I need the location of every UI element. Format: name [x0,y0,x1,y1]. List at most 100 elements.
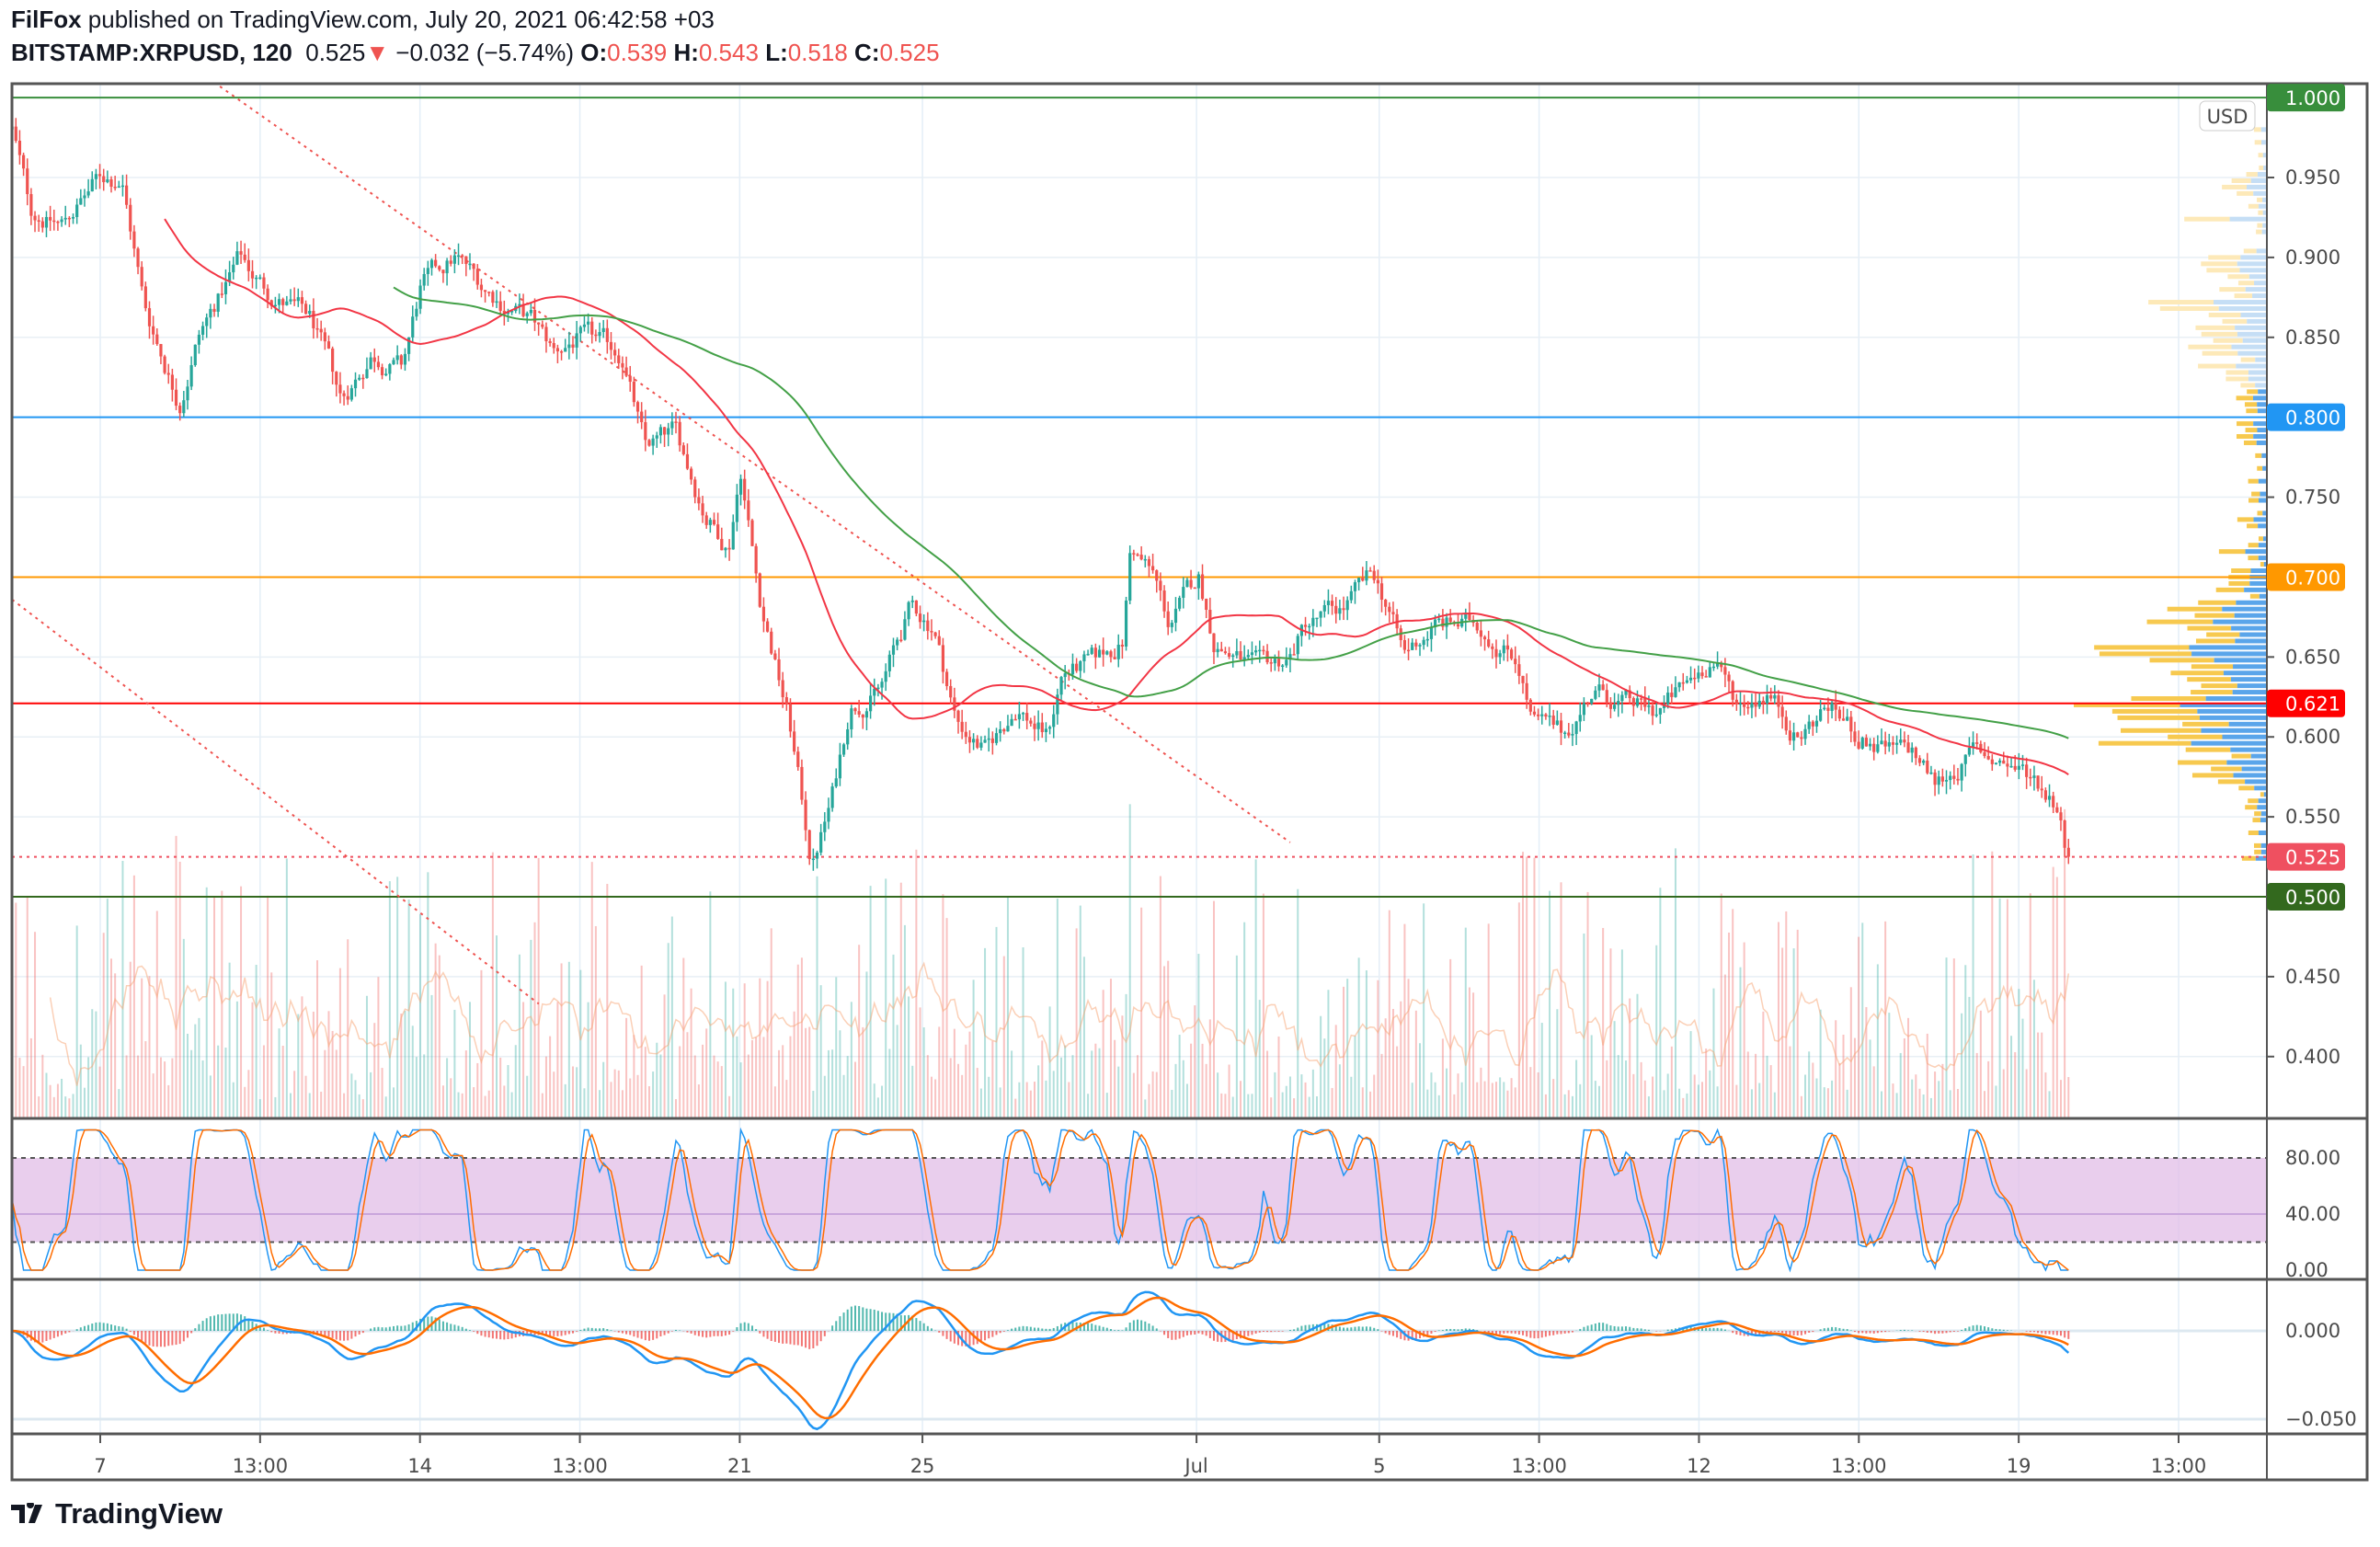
macd-histogram-bar [251,1321,254,1331]
candle-body [544,327,548,342]
candle-body [1288,654,1292,660]
candle-body [1910,747,1914,753]
candle-body [449,260,452,264]
candle-body [635,402,640,412]
volume-bar [377,977,380,1118]
candle-body [1658,707,1662,715]
volume-profile-up-bar [2237,281,2255,286]
volume-bar [1384,1018,1387,1118]
candle [1464,608,1468,632]
price-axis-label: 0.750 [2285,487,2340,509]
volume-profile-down-bar [2231,344,2267,350]
candle-body [960,721,964,732]
candle-body [1494,648,1498,658]
candle-body [1150,566,1155,571]
macd-histogram-bar [1590,1324,1593,1331]
volume-profile-down-bar [2255,855,2267,861]
candle-body [758,573,761,607]
candle [326,335,331,350]
candle [586,313,590,334]
candle-body [1628,690,1631,699]
candle-body [811,858,815,861]
volume-profile-up-bar [2167,606,2223,612]
candle [1853,721,1857,747]
candle [86,178,90,199]
candle-body [14,126,17,142]
horizontal-levels [11,86,2267,1005]
candle [571,336,575,354]
candle-body [17,141,22,155]
macd-histogram-bar [991,1331,994,1337]
candle [841,742,846,758]
macd-histogram-bar [697,1331,700,1336]
volume-profile-up-bar [2252,818,2261,823]
candle [1036,710,1040,741]
volume-profile-up-bar [2208,255,2241,260]
macd-histogram-bar [438,1319,441,1331]
macd-histogram-bar [384,1327,387,1331]
volume-bar [1995,1085,1997,1118]
candle [1235,638,1239,659]
volume-bar [1872,1066,1875,1118]
tradingview-logo[interactable]: TradingView [11,1497,223,1530]
macd-histogram-bar [1918,1331,1921,1332]
candle [365,357,369,379]
volume-bar [438,955,441,1118]
volume-profile-down-bar [2258,830,2267,835]
candle [1422,636,1425,650]
candle [1029,717,1033,728]
candle [1124,596,1128,651]
candle-body [1185,579,1189,588]
candle-body [1109,651,1113,658]
candle-body [380,367,384,376]
author-name[interactable]: FilFox [11,6,82,33]
candle-body [1162,590,1166,612]
candle [1819,699,1823,722]
currency-button[interactable]: USD [2199,100,2256,132]
candle [483,290,487,303]
candle-body [2006,763,2009,767]
macd-histogram-bar [1117,1330,1120,1331]
volume-bar [343,1093,346,1118]
volume-bar [682,957,685,1118]
candle [1482,635,1487,651]
candle-body [300,297,304,304]
candle [464,256,468,277]
volume-profile-up-bar [2117,715,2200,720]
volume-bar [537,857,540,1118]
volume-bar [171,1058,174,1118]
candle [232,257,235,280]
candle [1765,684,1769,715]
candle [693,476,697,504]
candle-body [124,185,129,205]
stoch-d-line [11,1129,2069,1271]
candle-body [1262,649,1265,652]
volume-bar [922,1027,925,1118]
candle-body [1070,663,1075,675]
candle-body [578,327,582,334]
candle [223,269,228,304]
macd-histogram-bar [91,1324,94,1331]
candle-body [1250,652,1254,656]
macd-histogram-bar [1522,1331,1525,1335]
volume-bar [1884,921,1887,1118]
candle-body [800,766,804,800]
volume-bar [1968,996,1971,1118]
candle-body [564,348,567,352]
macd-histogram-bar [999,1331,1001,1334]
volume-ma-line [49,961,2070,1086]
candle-body [1208,610,1212,634]
candle-body [2029,776,2032,779]
volume-bar [1224,1094,1227,1118]
macd-histogram-bar [1391,1331,1394,1336]
volume-bar [1975,1052,1978,1118]
candle-body [1063,673,1067,678]
macd-histogram-bar [343,1331,346,1341]
candle [1723,658,1727,688]
candle-body [1334,605,1338,614]
macd-histogram-bar [141,1331,143,1341]
candle [899,629,903,643]
candle-body [647,440,651,446]
volume-bar [1091,1050,1093,1118]
